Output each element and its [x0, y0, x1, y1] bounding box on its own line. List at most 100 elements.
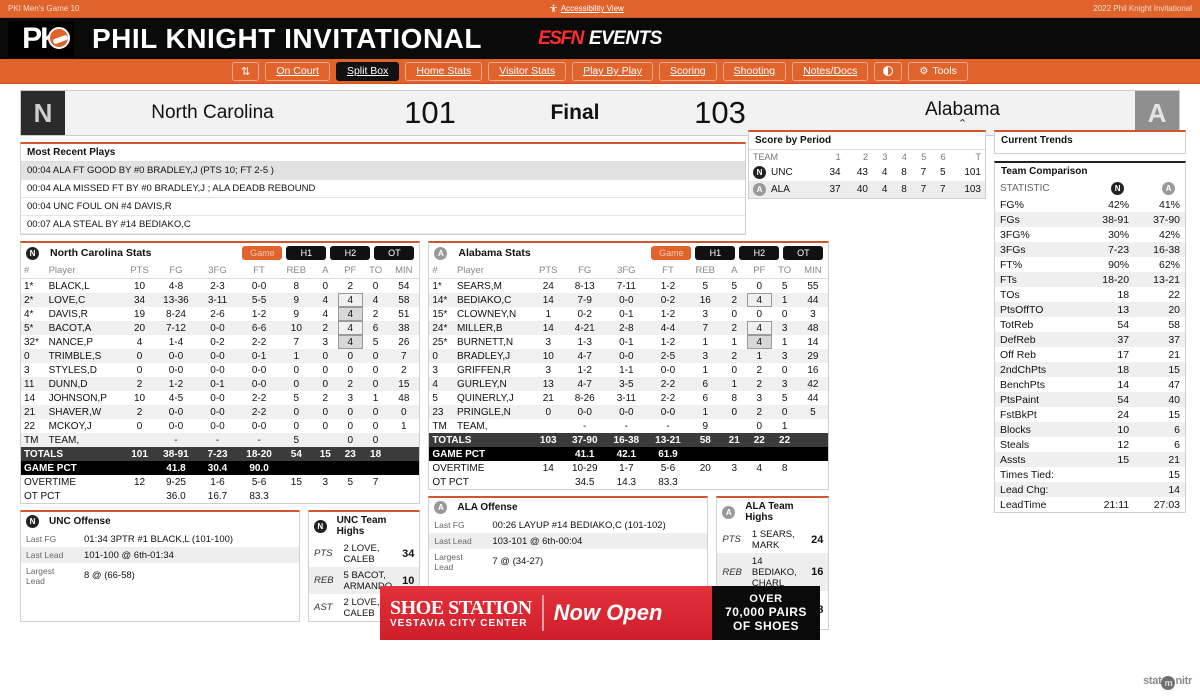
table-cell: 3 [731, 462, 738, 474]
refresh-button[interactable]: ⇅ [232, 61, 260, 81]
nav-item-shooting[interactable]: Shooting [722, 61, 787, 81]
table-cell: 15 [312, 447, 338, 461]
table-cell: 9 [279, 293, 313, 307]
table-cell: 3 [347, 392, 354, 404]
unc-tab-h2[interactable]: H2 [330, 246, 371, 260]
table-row[interactable]: 1* BLACK,L 10 4-8 2-3 0-0 8 0 2 0 54 [21, 279, 419, 294]
table-cell [747, 475, 772, 489]
ala-tab-ot[interactable]: OT [783, 246, 824, 260]
table-cell: 12 [133, 476, 146, 488]
table-cell: 22 [746, 433, 772, 447]
table-row[interactable]: 4* DAVIS,R 19 8-24 2-6 1-2 9 4 4 2 51 [21, 307, 419, 321]
ala-highs-title: ALA Team Highs [745, 501, 794, 523]
table-row[interactable]: 5 QUINERLY,J 21 8-26 3-11 2-2 6 8 3 5 44 [429, 391, 828, 405]
unc-tab-game[interactable]: Game [242, 246, 283, 260]
table-row[interactable]: 0 BRADLEY,J 10 4-7 0-0 2-5 3 2 1 3 29 [429, 349, 829, 363]
unc-box-table: # Player PTS FG 3FG FT REB A PF TO MIN 1* BLACK,L 10… [21, 263, 420, 504]
home-team-name[interactable]: Alabama ⌃ [925, 98, 1000, 130]
ala-tab-h2[interactable]: H2 [739, 246, 780, 260]
tools-button[interactable]: ⚙ Tools [908, 61, 968, 81]
table-row[interactable]: 1* SEARS,M 24 8-13 7-11 1-2 5 5 0 5 55 [429, 279, 828, 294]
table-cell: 0-0 [605, 293, 648, 307]
contrast-icon [883, 66, 894, 76]
espn-events-logo: ESFN EVENTS [538, 28, 662, 50]
offense-value: 101-100 @ 6th-01:34 [79, 547, 299, 563]
table-cell: 7-9 [563, 293, 606, 307]
table-cell: 1* [432, 280, 442, 292]
unc-tab-ot[interactable]: OT [374, 246, 415, 260]
nav-item-split-box[interactable]: Split Box [335, 61, 400, 81]
table-row[interactable]: 0 TRIMBLE,S 0 0-0 0-0 0-1 1 0 0 0 7 [21, 349, 420, 363]
table-row[interactable]: TM TEAM, - - - 9 0 1 [429, 419, 828, 433]
table-cell [388, 433, 420, 447]
away-team-score: 101 [404, 95, 456, 130]
nav-item-visitor-stats[interactable]: Visitor Stats [488, 61, 567, 81]
tc-row: DefReb 37 37 [995, 332, 1185, 347]
table-row[interactable]: 4 GURLEY,N 13 4-7 3-5 2-2 6 1 2 3 42 [429, 377, 829, 391]
nav-item-play-by-play[interactable]: Play By Play [572, 61, 654, 81]
table-row[interactable]: 22 MCKOY,J 0 0-0 0-0 0-0 0 0 0 0 1 [21, 419, 419, 433]
tc-away-value [1083, 482, 1134, 497]
table-cell: 1-3 [577, 336, 592, 348]
table-cell: 5-5 [238, 293, 280, 307]
table-cell [746, 447, 772, 461]
offense-value: 7 @ (34-27) [492, 556, 544, 567]
nav-item-notes-docs[interactable]: Notes/Docs [792, 61, 869, 81]
unc-tab-h1[interactable]: H1 [286, 246, 327, 260]
accessibility-view-link[interactable]: Accessibility View [549, 4, 624, 13]
table-cell: 1-1 [619, 364, 634, 376]
ala-tab-game[interactable]: Game [651, 246, 692, 260]
table-row[interactable]: 11 DUNN,D 2 1-2 0-1 0-0 0 0 2 0 15 [21, 377, 420, 391]
table-row[interactable]: 21 SHAVER,W 2 0-0 0-0 2-2 0 0 0 0 0 [21, 405, 420, 419]
nav-item-scoring[interactable]: Scoring [659, 61, 717, 81]
table-cell: 2-2 [251, 336, 267, 348]
table-cell: TEAM, [456, 420, 488, 432]
table-cell: TM [432, 420, 447, 432]
table-row[interactable]: 3 GRIFFEN,R 3 1-2 1-1 0-0 1 0 2 0 16 [429, 363, 828, 377]
table-row[interactable]: 25* BURNETT,N 3 1-3 0-1 1-2 1 1 4 1 14 [429, 335, 828, 349]
table-row[interactable]: 15* CLOWNEY,N 1 0-2 0-1 1-2 3 0 0 0 3 [429, 307, 828, 321]
nav-item-home-stats[interactable]: Home Stats [405, 61, 483, 81]
box-col-header: # [429, 263, 454, 279]
basketball-icon: m [1161, 676, 1176, 690]
team-high-row: PTS 2 LOVE, CALEB 34 [309, 540, 419, 567]
table-row[interactable]: 5* BACOT,A 20 7-12 0-0 6-6 10 2 4 6 38 [21, 321, 420, 335]
table-cell: 14 [807, 336, 819, 348]
table-cell: 0 [372, 364, 379, 376]
table-row[interactable]: 14* BEDIAKO,C 14 7-9 0-0 0-2 16 2 4 1 44 [429, 293, 829, 307]
table-cell: 6-6 [238, 321, 280, 335]
contrast-toggle-button[interactable] [874, 61, 903, 81]
table-row[interactable]: TM TEAM, - - -5 0 0 [21, 433, 420, 447]
nav-item-on-court[interactable]: On Court [265, 61, 330, 81]
tc-col-away: N [1083, 180, 1134, 197]
ala-logo-icon: A [434, 246, 448, 260]
table-row[interactable]: 14 JOHNSON,P 10 4-5 0-0 2-2 5 2 3 1 48 [21, 391, 419, 405]
table-cell: 0-2 [210, 336, 225, 348]
table-cell: 7-23 [196, 447, 239, 461]
away-team-name: North Carolina [151, 102, 274, 123]
table-row[interactable]: 2* LOVE,C 34 13-36 3-11 5-5 9 4 4 4 58 [21, 293, 420, 307]
play-row: 00:04 ALA MISSED FT BY #0 BRADLEY,J ; AL… [21, 180, 745, 198]
table-row[interactable]: 32* NANCE,P 4 1-4 0-2 2-2 7 3 4 5 26 [21, 335, 419, 349]
table-cell: 20 [123, 321, 156, 335]
table-row[interactable]: 3 STYLES,D 0 0-0 0-0 0-0 0 0 0 0 2 [21, 363, 419, 377]
page-title: PHIL KNIGHT INVITATIONAL [92, 22, 482, 54]
table-cell: 1 [781, 420, 788, 432]
sbp-period: 5 [940, 167, 946, 178]
ad-badge: OVER 70,000 PAIRS OF SHOES [712, 586, 820, 640]
table-cell: 103 [532, 433, 564, 447]
box-col-header: Player [453, 263, 533, 279]
table-row[interactable]: 24* MILLER,B 14 4-21 2-8 4-4 7 2 4 3 48 [429, 321, 829, 335]
table-cell: 3-5 [605, 377, 648, 391]
table-row[interactable]: 23 PRINGLE,N 0 0-0 0-0 0-0 1 0 2 0 5 [429, 405, 829, 419]
table-cell: 0 [337, 349, 363, 363]
ala-tab-h1[interactable]: H1 [695, 246, 736, 260]
nav-label: Play By Play [583, 65, 643, 77]
table-cell [388, 461, 420, 475]
offense-label: Last Lead [429, 533, 488, 549]
unc-box-body: 1* BLACK,L 10 4-8 2-3 0-0 8 0 2 0 54 2* LOVE,C 34 13-3… [21, 279, 420, 504]
table-cell: 10 [133, 392, 146, 404]
shoe-station-ad[interactable]: SHOE STATION VESTAVIA CITY CENTER Now Op… [380, 586, 820, 640]
tc-home-value: 13-21 [1153, 273, 1180, 286]
box-col-header: A [312, 263, 338, 279]
